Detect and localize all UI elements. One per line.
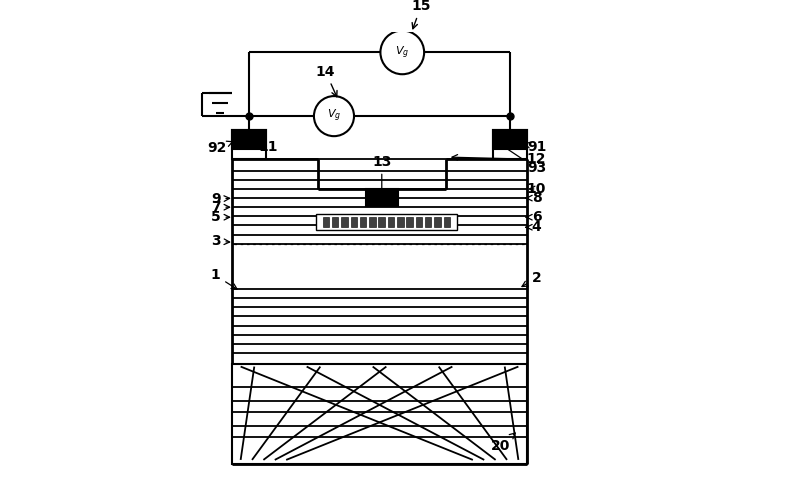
Bar [231, 364, 527, 465]
Circle shape [381, 30, 424, 74]
Text: 7: 7 [210, 200, 230, 214]
Text: $V_g$: $V_g$ [327, 108, 341, 124]
Bar [350, 217, 357, 227]
Bar [416, 217, 422, 227]
Circle shape [314, 96, 354, 136]
Bar [342, 217, 348, 227]
Bar [406, 217, 413, 227]
Text: 14: 14 [316, 65, 337, 97]
Bar [360, 217, 366, 227]
Text: 13: 13 [372, 155, 391, 200]
Text: 12: 12 [452, 152, 546, 167]
Bar [322, 217, 329, 227]
Bar [494, 130, 527, 149]
Text: 1: 1 [210, 269, 237, 289]
Bar [494, 130, 527, 159]
Bar [388, 217, 394, 227]
Bar [397, 217, 403, 227]
Text: 3: 3 [210, 234, 230, 248]
Bar [231, 130, 266, 149]
Text: $V_g$: $V_g$ [395, 44, 410, 61]
Bar [366, 189, 398, 206]
Bar [332, 217, 338, 227]
Text: 9: 9 [210, 192, 230, 206]
Text: 91: 91 [524, 140, 546, 154]
Text: 2: 2 [522, 271, 542, 287]
Text: 20: 20 [490, 433, 515, 453]
Bar [425, 217, 431, 227]
Text: 10: 10 [527, 182, 546, 196]
Text: 15: 15 [411, 0, 431, 29]
Text: 92: 92 [207, 141, 233, 155]
Bar [444, 217, 450, 227]
Bar [231, 130, 266, 159]
Text: 6: 6 [526, 210, 542, 224]
Text: 93: 93 [499, 144, 546, 175]
Bar [369, 217, 375, 227]
Bar [316, 214, 457, 230]
Bar [378, 217, 385, 227]
Text: 4: 4 [526, 220, 542, 234]
Text: 11: 11 [254, 131, 278, 154]
Text: 5: 5 [210, 210, 230, 224]
Text: 8: 8 [526, 191, 542, 205]
Bar [434, 217, 441, 227]
